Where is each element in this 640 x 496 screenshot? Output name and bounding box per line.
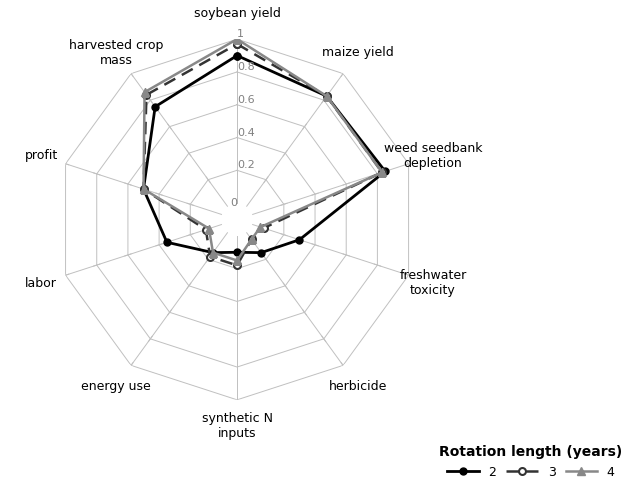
Text: 0.6: 0.6 (237, 95, 255, 105)
Text: 1: 1 (237, 29, 244, 39)
Text: 0.2: 0.2 (237, 160, 255, 170)
Text: 0.8: 0.8 (237, 62, 255, 72)
Text: 0: 0 (230, 198, 237, 208)
Text: 0.4: 0.4 (237, 127, 255, 137)
Legend: 2, 3, 4: 2, 3, 4 (435, 440, 628, 484)
